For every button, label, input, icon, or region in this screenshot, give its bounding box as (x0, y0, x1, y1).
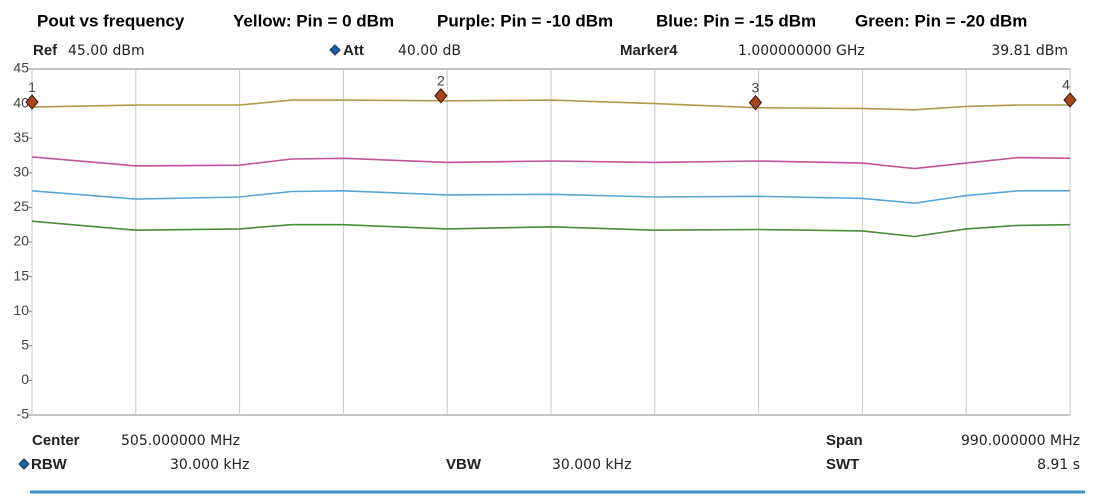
info-value: 1.000000000 GHz (738, 43, 865, 59)
info-label: Span (826, 432, 863, 449)
y-tick-label: 10 (13, 302, 29, 318)
y-tick-label: 40 (13, 94, 29, 110)
y-tick-label: -5 (17, 406, 30, 422)
legend-entry: Green: Pin = -20 dBm (855, 11, 1027, 30)
marker-label: 2 (437, 72, 445, 88)
info-label: Att (343, 42, 364, 59)
marker-label: 4 (1062, 77, 1070, 93)
y-tick-label: 15 (13, 267, 29, 283)
info-value: 30.000 kHz (170, 457, 249, 473)
y-tick-label: 30 (13, 164, 29, 180)
info-value: 30.000 kHz (552, 457, 631, 473)
y-tick-label: 5 (21, 337, 29, 353)
info-value: 8.91 s (1037, 457, 1080, 473)
y-tick-label: 35 (13, 129, 29, 145)
info-value: 990.000000 MHz (961, 433, 1080, 449)
marker (25, 94, 39, 110)
chart-title: Pout vs frequency (37, 11, 185, 30)
icon (329, 44, 341, 56)
marker (1063, 92, 1077, 108)
info-label: SWT (826, 456, 859, 473)
marker (434, 88, 448, 104)
icon (18, 458, 30, 470)
legend-entry: Yellow: Pin = 0 dBm (233, 11, 394, 30)
marker-label: 1 (28, 79, 36, 95)
info-value: 45.00 dBm (68, 43, 145, 59)
series-line (31, 220, 1071, 238)
marker (748, 94, 763, 111)
info-label: RBW (31, 456, 68, 473)
legend-entry: Purple: Pin = -10 dBm (437, 11, 613, 30)
series-line (31, 156, 1071, 170)
info-value: 505.000000 MHz (121, 433, 240, 449)
info-value: 39.81 dBm (991, 43, 1068, 59)
legend-entry: Blue: Pin = -15 dBm (656, 11, 816, 30)
info-label: Ref (33, 42, 58, 59)
info-label: Center (32, 432, 80, 449)
y-tick-label: 45 (13, 60, 29, 76)
info-label: Marker4 (620, 42, 678, 59)
y-tick-label: 20 (13, 233, 29, 249)
marker-label: 3 (752, 79, 760, 95)
info-label: VBW (446, 456, 482, 473)
info-value: 40.00 dB (398, 43, 461, 59)
y-tick-label: 25 (13, 198, 29, 214)
y-tick-label: 0 (21, 371, 29, 387)
series-line (31, 99, 1070, 111)
series-line (31, 189, 1070, 205)
